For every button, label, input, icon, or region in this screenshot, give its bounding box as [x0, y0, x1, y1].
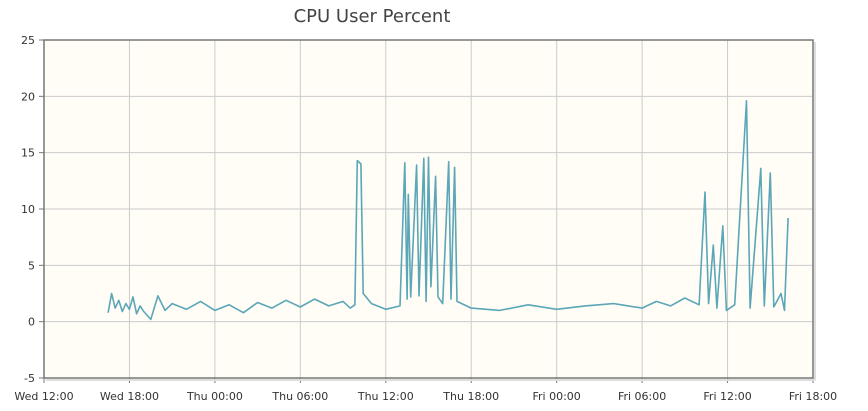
y-tick-label: 5 — [28, 259, 35, 272]
y-tick-label: 25 — [21, 34, 35, 47]
y-tick-label: 20 — [21, 90, 35, 103]
x-tick-label: Wed 18:00 — [100, 390, 159, 403]
y-tick-label: 15 — [21, 147, 35, 160]
y-tick-label: 10 — [21, 203, 35, 216]
x-tick-label: Fri 18:00 — [789, 390, 837, 403]
chart-title: CPU User Percent — [293, 6, 451, 27]
x-tick-label: Fri 06:00 — [618, 390, 666, 403]
x-tick-label: Wed 12:00 — [14, 390, 73, 403]
x-tick-label: Fri 12:00 — [703, 390, 751, 403]
x-tick-label: Thu 18:00 — [442, 390, 499, 403]
plot-frame — [43, 39, 814, 379]
series-line — [107, 100, 789, 321]
y-tick-label: -5 — [24, 372, 35, 385]
x-tick-label: Thu 06:00 — [271, 390, 328, 403]
x-tick-label: Fri 00:00 — [533, 390, 581, 403]
y-tick-label: 0 — [28, 316, 35, 329]
x-tick-label: Thu 00:00 — [186, 390, 243, 403]
x-tick-label: Thu 12:00 — [357, 390, 414, 403]
